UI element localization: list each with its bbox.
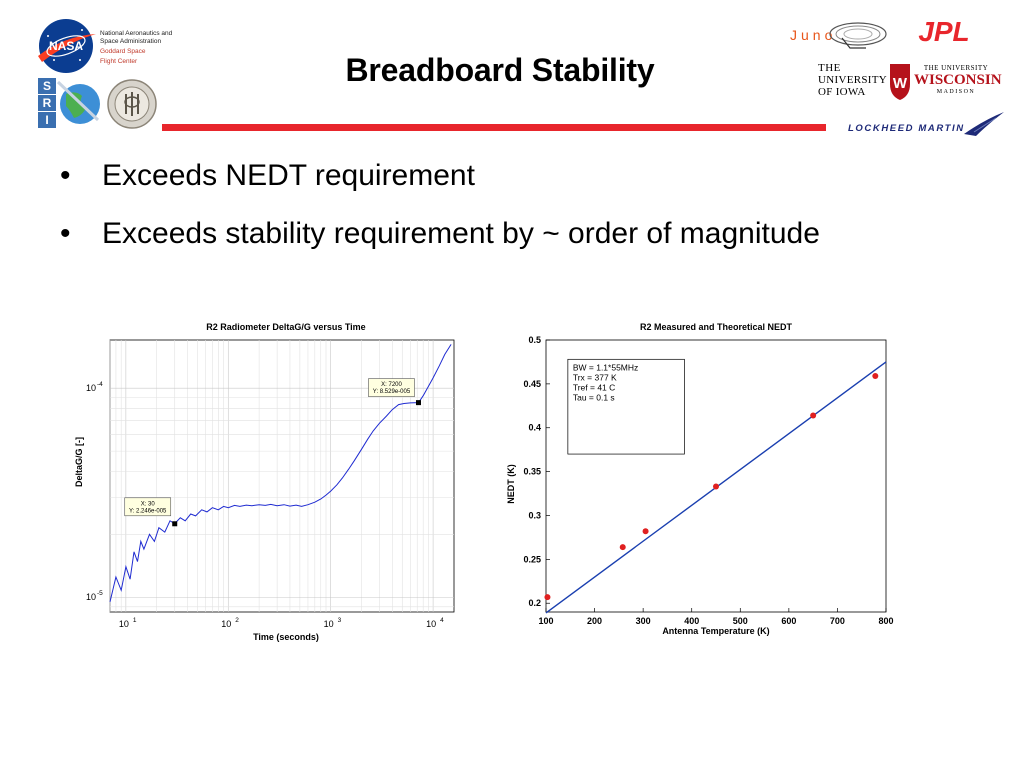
bullet-item: Exceeds stability requirement by ~ order… — [60, 216, 980, 274]
measured-nedt-point — [544, 594, 551, 601]
chart-title: R2 Measured and Theoretical NEDT — [640, 322, 793, 332]
title-divider — [162, 124, 826, 131]
x-tick-label: 600 — [781, 616, 796, 626]
nasa-name-line-2: Space Administration — [100, 38, 162, 45]
data-tip-box — [124, 497, 172, 517]
y-axis-label: DeltaG/G [-] — [74, 437, 84, 487]
jpl-logo: JPL — [918, 16, 969, 46]
data-tip-y: Y: 2.246e-005 — [129, 508, 167, 514]
y-tick-label: 0.3 — [528, 510, 541, 520]
jhu-seal-logo — [107, 79, 157, 129]
university-of-wisconsin-logo: THE UNIVERSITY WISCONSIN MADISON — [914, 64, 1002, 95]
measured-nedt-point — [642, 528, 649, 535]
measured-nedt-point — [619, 544, 626, 551]
x-axis-label: Time (seconds) — [253, 632, 319, 642]
x-tick-exponent: 4 — [440, 617, 444, 624]
x-tick-label: 10 — [324, 619, 334, 629]
uw-line-3: MADISON — [936, 89, 976, 95]
nasa-meatball-icon: NASA — [38, 19, 96, 73]
wisconsin-crest-icon: W — [890, 64, 910, 100]
parameter-line: Trx = 377 K — [573, 372, 617, 382]
data-tip-box — [368, 378, 415, 397]
measured-nedt-point — [810, 412, 817, 419]
gsfc-name-line-1: Goddard Space — [100, 48, 146, 55]
parameter-line: Tref = 41 C — [573, 382, 615, 392]
iowa-line-3: OF IOWA — [818, 86, 866, 98]
svg-text:R: R — [43, 96, 52, 110]
y-tick-label: 0.5 — [528, 335, 541, 345]
x-tick-exponent: 2 — [235, 617, 239, 624]
svg-text:LOCKHEED MARTIN: LOCKHEED MARTIN — [848, 123, 965, 134]
svg-text:W: W — [893, 75, 908, 92]
y-tick-label: 0.45 — [523, 379, 541, 389]
parameter-line: BW = 1.1*55MHz — [573, 362, 638, 372]
bullet-item: Exceeds NEDT requirement — [60, 158, 980, 216]
y-tick-label: 0.2 — [528, 598, 541, 608]
svg-text:NASA: NASA — [49, 39, 83, 53]
data-tip-x: X: 30 — [141, 501, 156, 507]
x-tick-label: 700 — [830, 616, 845, 626]
iowa-line-2: UNIVERSITY — [818, 74, 887, 86]
data-tip-x: X: 7200 — [381, 382, 402, 388]
x-tick-label: 10 — [119, 619, 129, 629]
data-tip-marker — [172, 521, 178, 527]
y-tick-label: 0.4 — [528, 423, 541, 433]
x-tick-label: 800 — [878, 616, 893, 626]
y-axis-label: NEDT (K) — [506, 464, 516, 504]
uw-line-1: THE UNIVERSITY — [923, 64, 989, 72]
measured-nedt-point — [713, 483, 719, 490]
svg-text:JPL: JPL — [918, 16, 969, 46]
x-axis-label: Antenna Temperature (K) — [662, 626, 769, 636]
x-tick-label: 400 — [684, 616, 699, 626]
iowa-line-1: THE — [818, 62, 841, 74]
chart-title: R2 Radiometer DeltaG/G versus Time — [206, 322, 365, 332]
y-tick-exponent: -5 — [97, 590, 103, 597]
parameter-box-frame — [567, 358, 685, 455]
y-tick-exponent: -4 — [97, 381, 103, 388]
deltag-vs-time-chart: R2 Radiometer DeltaG/G versus Time 10 1 10… — [74, 322, 455, 642]
nasa-goddard-logo: NASA National Aeronautics and Space Admi… — [34, 16, 186, 76]
tick-labels: 10 1 10 2 10 3 10 410 -510 -4 — [86, 381, 444, 629]
x-tick-exponent: 1 — [133, 617, 137, 624]
y-tick-label: 10 — [86, 383, 96, 393]
series — [544, 361, 887, 614]
parameter-line: Tau = 0.1 s — [573, 392, 615, 402]
svg-text:S: S — [43, 79, 51, 93]
university-of-iowa-logo: THE UNIVERSITY OF IOWA — [818, 62, 887, 110]
bullet-list: Exceeds NEDT requirement Exceeds stabili… — [60, 158, 980, 274]
tick-labels: 100 200 300 400 500 600 700 800 0.2 0.25 0.3 0.35 0.… — [523, 335, 893, 626]
svg-text:I: I — [45, 113, 48, 127]
nasa-name-line-1: National Aeronautics and — [100, 30, 173, 37]
data-tip-marker — [415, 400, 421, 406]
y-tick-label: 10 — [86, 592, 96, 602]
x-tick-label: 200 — [587, 616, 602, 626]
x-tick-label: 300 — [636, 616, 651, 626]
gsfc-name-line-2: Flight Center — [100, 58, 138, 65]
deltag-trace — [109, 344, 452, 603]
x-tick-label: 100 — [538, 616, 553, 626]
data-tip-y: Y: 8.529e-005 — [373, 389, 411, 395]
swri-logo: S R I — [38, 78, 100, 128]
x-tick-label: 10 — [426, 619, 436, 629]
uw-line-2: WISCONSIN — [914, 72, 1002, 88]
x-tick-exponent: 3 — [338, 617, 342, 624]
slide-title: Breadboard Stability — [345, 52, 655, 88]
x-tick-label: 500 — [733, 616, 748, 626]
svg-text:Juno: Juno — [790, 27, 836, 43]
y-tick-label: 0.25 — [523, 554, 541, 564]
y-tick-label: 0.35 — [523, 467, 541, 477]
x-tick-label: 10 — [221, 619, 231, 629]
lockheed-martin-logo: LOCKHEED MARTIN — [848, 112, 1004, 136]
measured-nedt-point — [872, 372, 879, 379]
juno-mission-logo: Juno — [790, 22, 887, 49]
nedt-chart: R2 Measured and Theoretical NEDT 100 200 3… — [506, 322, 894, 636]
series — [109, 344, 452, 603]
